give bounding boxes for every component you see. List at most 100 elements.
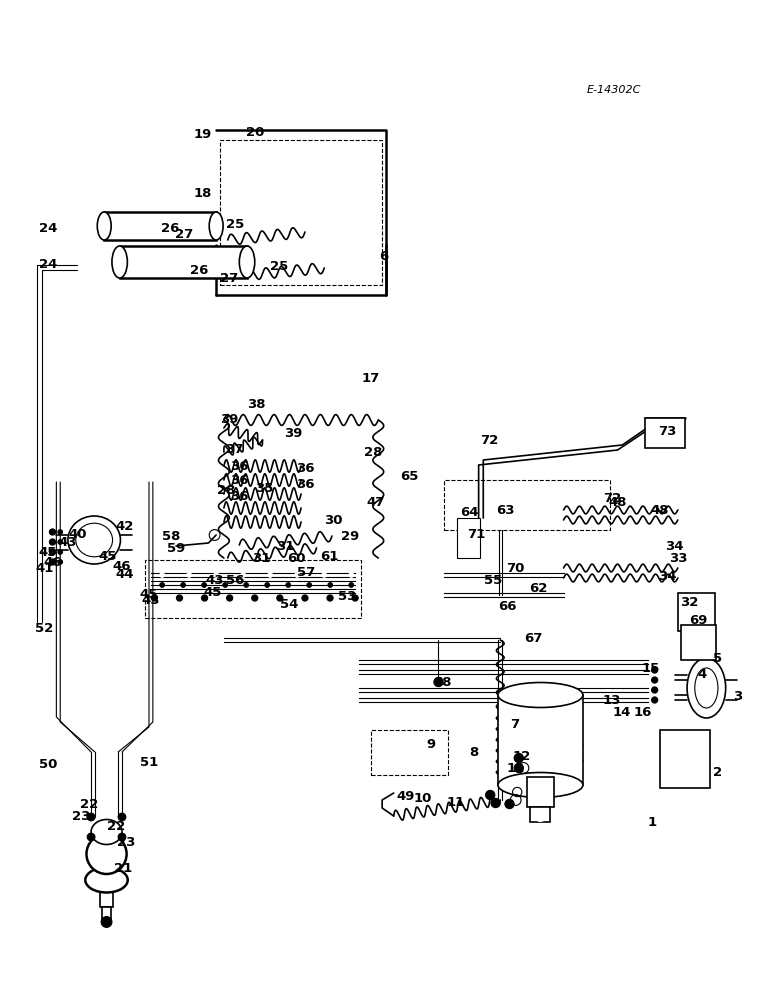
Circle shape [49,529,56,535]
Text: 66: 66 [498,599,516,612]
Text: 19: 19 [193,128,212,141]
Text: 25: 25 [270,259,289,272]
Circle shape [151,595,157,601]
Circle shape [327,595,333,601]
Text: 43: 43 [205,573,224,586]
Circle shape [505,799,514,809]
Circle shape [214,573,218,577]
Ellipse shape [687,658,726,718]
Circle shape [652,687,658,693]
Ellipse shape [498,683,583,708]
Circle shape [322,573,327,577]
Ellipse shape [498,772,583,798]
Circle shape [58,560,63,564]
Circle shape [241,573,245,577]
Text: 43: 43 [141,593,160,606]
Circle shape [223,583,228,587]
Text: 3: 3 [733,690,742,704]
Text: 1: 1 [648,816,657,829]
Text: 67: 67 [524,632,543,645]
Text: 43: 43 [59,536,77,550]
Ellipse shape [86,867,128,892]
Text: 10: 10 [414,792,432,804]
Text: 32: 32 [680,596,699,609]
Text: 57: 57 [297,566,316,579]
Text: 53: 53 [338,589,357,602]
Text: 35: 35 [255,482,273,494]
Text: 31: 31 [252,552,270,566]
Text: 51: 51 [140,756,158,768]
Text: 45: 45 [99,550,117,562]
Bar [104,212,216,240]
Text: 7: 7 [510,718,520,730]
Circle shape [534,809,547,821]
Circle shape [49,559,56,565]
Text: 61: 61 [320,550,339,562]
Ellipse shape [91,820,122,844]
Circle shape [295,573,300,577]
Text: 24: 24 [39,222,57,234]
Text: 11: 11 [506,762,525,774]
Text: 42: 42 [116,520,134,532]
Circle shape [486,790,495,800]
Text: 41: 41 [36,561,54,574]
Text: 5: 5 [713,653,723,666]
Circle shape [201,595,208,601]
Circle shape [349,583,354,587]
Text: 29: 29 [341,530,360,542]
Bar [678,593,715,631]
Text: 45: 45 [39,546,57,560]
Text: 68: 68 [433,676,452,689]
Ellipse shape [112,246,127,278]
Text: 4: 4 [698,668,707,681]
Bar [527,777,554,807]
Text: 54: 54 [280,598,299,611]
Text: 44: 44 [116,567,134,580]
Text: 46: 46 [43,556,62,568]
Circle shape [101,917,112,927]
Circle shape [49,539,56,545]
Circle shape [265,583,269,587]
Text: 18: 18 [193,187,212,200]
Text: 65: 65 [400,471,418,484]
Ellipse shape [209,212,223,240]
Text: 26: 26 [190,264,208,277]
Text: 27: 27 [220,271,239,284]
Text: 60: 60 [287,552,306,564]
Bar [645,418,685,448]
Text: 45: 45 [140,587,158,600]
Circle shape [118,833,126,841]
Bar [100,887,113,907]
Bar [120,246,247,278]
Circle shape [514,753,523,763]
Bar [145,560,361,618]
Text: 11: 11 [446,796,465,810]
Circle shape [286,583,290,587]
Bar [102,907,111,919]
Text: 52: 52 [35,621,53,635]
Text: 22: 22 [107,819,125,832]
Text: 69: 69 [689,613,708,626]
Circle shape [268,573,273,577]
Text: 12: 12 [513,750,531,762]
Ellipse shape [86,834,127,874]
Text: 27: 27 [174,228,193,240]
Circle shape [87,833,95,841]
Text: 50: 50 [39,758,57,770]
Text: E-14302C: E-14302C [587,85,641,95]
Text: 48: 48 [608,495,627,508]
Text: 21: 21 [114,861,133,874]
Circle shape [352,595,358,601]
Bar [371,730,448,775]
Text: 17: 17 [361,372,380,385]
Text: 72: 72 [480,434,499,446]
Text: 56: 56 [226,574,245,587]
Circle shape [252,595,258,601]
Circle shape [58,530,63,534]
Circle shape [328,583,333,587]
Text: 36: 36 [230,490,249,504]
Circle shape [307,583,312,587]
Text: 36: 36 [230,460,249,473]
Text: 70: 70 [506,562,525,575]
Text: 14: 14 [612,706,631,718]
